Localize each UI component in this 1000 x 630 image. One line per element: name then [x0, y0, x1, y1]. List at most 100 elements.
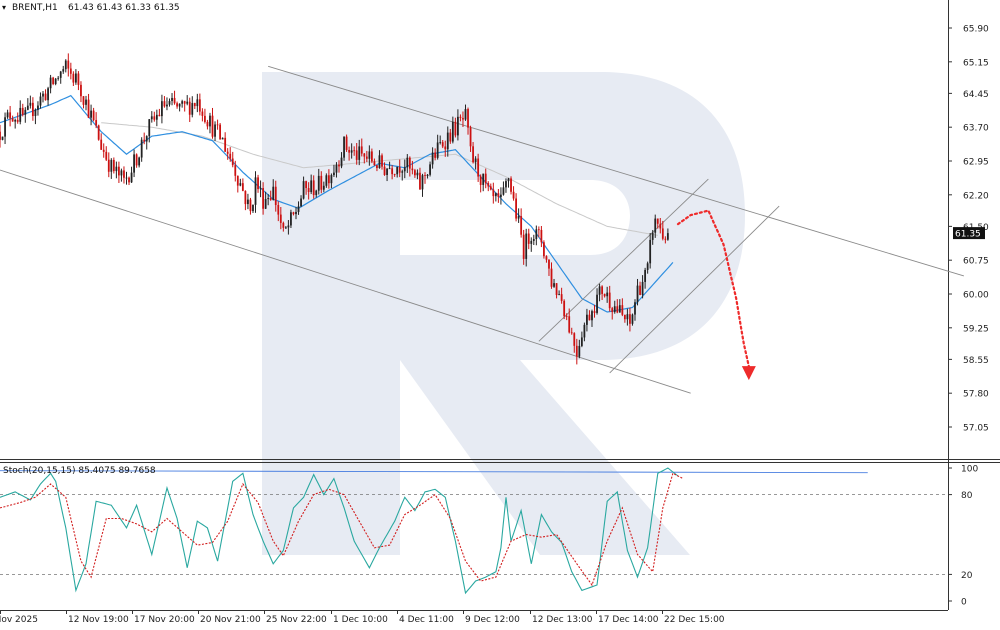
candle[interactable]: [403, 159, 406, 179]
candle[interactable]: [186, 95, 189, 106]
candle[interactable]: [464, 104, 467, 121]
candle[interactable]: [510, 176, 512, 195]
candle[interactable]: [193, 102, 196, 110]
candle[interactable]: [474, 156, 477, 170]
candle[interactable]: [457, 109, 459, 141]
candle[interactable]: [565, 313, 568, 321]
candle[interactable]: [24, 107, 27, 123]
candle[interactable]: [16, 112, 19, 124]
candle[interactable]: [500, 187, 502, 205]
candle[interactable]: [353, 146, 356, 156]
candle[interactable]: [234, 160, 237, 182]
candle[interactable]: [439, 135, 442, 145]
candle[interactable]: [62, 65, 65, 74]
candle[interactable]: [391, 165, 394, 180]
candle[interactable]: [224, 132, 227, 152]
candle[interactable]: [613, 300, 616, 314]
candle[interactable]: [188, 97, 191, 122]
candle[interactable]: [87, 93, 90, 119]
candle[interactable]: [1, 136, 4, 141]
candle[interactable]: [138, 156, 141, 168]
candle[interactable]: [636, 278, 639, 306]
candle[interactable]: [512, 186, 515, 201]
candle[interactable]: [479, 174, 482, 193]
candles[interactable]: [0, 53, 669, 365]
candle[interactable]: [596, 288, 598, 315]
candle[interactable]: [272, 179, 275, 201]
candle[interactable]: [118, 161, 120, 183]
candle[interactable]: [482, 173, 485, 192]
candle[interactable]: [507, 177, 510, 188]
candle[interactable]: [110, 158, 113, 179]
candle[interactable]: [274, 180, 277, 212]
candle[interactable]: [0, 124, 1, 148]
candle[interactable]: [292, 211, 295, 216]
candle[interactable]: [64, 59, 67, 73]
candle[interactable]: [388, 161, 391, 170]
candle[interactable]: [373, 158, 376, 166]
candle[interactable]: [411, 160, 414, 175]
candle[interactable]: [300, 195, 302, 207]
candle[interactable]: [467, 107, 469, 135]
candle[interactable]: [216, 119, 219, 130]
candle[interactable]: [489, 183, 492, 191]
candle[interactable]: [573, 332, 576, 353]
candle[interactable]: [123, 166, 125, 184]
candle[interactable]: [52, 76, 55, 86]
candle[interactable]: [492, 182, 495, 204]
candle[interactable]: [436, 134, 439, 160]
candle[interactable]: [259, 180, 262, 198]
candle[interactable]: [181, 99, 184, 108]
candle[interactable]: [6, 109, 9, 119]
candle[interactable]: [166, 97, 168, 111]
candle[interactable]: [39, 92, 42, 109]
candle[interactable]: [74, 69, 77, 85]
candle[interactable]: [426, 173, 429, 179]
candle[interactable]: [290, 209, 292, 229]
candle[interactable]: [603, 293, 606, 298]
candle[interactable]: [145, 135, 148, 150]
candle[interactable]: [267, 194, 270, 206]
candle[interactable]: [307, 182, 310, 200]
candle[interactable]: [100, 133, 103, 151]
candle[interactable]: [621, 298, 624, 317]
candle[interactable]: [578, 339, 581, 359]
candle[interactable]: [386, 168, 388, 182]
candle[interactable]: [343, 136, 345, 161]
candle[interactable]: [133, 149, 135, 178]
candle[interactable]: [560, 287, 563, 304]
candle[interactable]: [211, 107, 214, 139]
candle[interactable]: [97, 124, 100, 141]
candle[interactable]: [191, 96, 194, 118]
candle[interactable]: [330, 173, 333, 189]
candle[interactable]: [257, 174, 259, 193]
candle[interactable]: [107, 152, 110, 178]
candle[interactable]: [305, 180, 308, 195]
candle[interactable]: [135, 153, 138, 168]
candle[interactable]: [153, 111, 156, 122]
candle[interactable]: [365, 150, 368, 162]
candle[interactable]: [487, 181, 490, 192]
candle[interactable]: [570, 327, 573, 335]
candle[interactable]: [580, 331, 583, 348]
candle[interactable]: [155, 109, 158, 127]
candle[interactable]: [262, 182, 265, 215]
candle[interactable]: [537, 226, 540, 238]
candle[interactable]: [623, 314, 626, 323]
candle[interactable]: [550, 262, 553, 289]
candle[interactable]: [454, 117, 457, 138]
candle[interactable]: [477, 153, 480, 182]
candle[interactable]: [82, 96, 85, 109]
candle[interactable]: [527, 228, 530, 250]
candle[interactable]: [59, 70, 62, 84]
candle[interactable]: [666, 228, 669, 241]
candle[interactable]: [327, 169, 330, 189]
candle[interactable]: [431, 147, 434, 169]
price-pane[interactable]: [0, 53, 965, 394]
candle[interactable]: [368, 145, 371, 166]
candle[interactable]: [419, 167, 421, 190]
candle[interactable]: [231, 151, 234, 168]
candle[interactable]: [616, 299, 619, 314]
candle[interactable]: [176, 101, 178, 109]
